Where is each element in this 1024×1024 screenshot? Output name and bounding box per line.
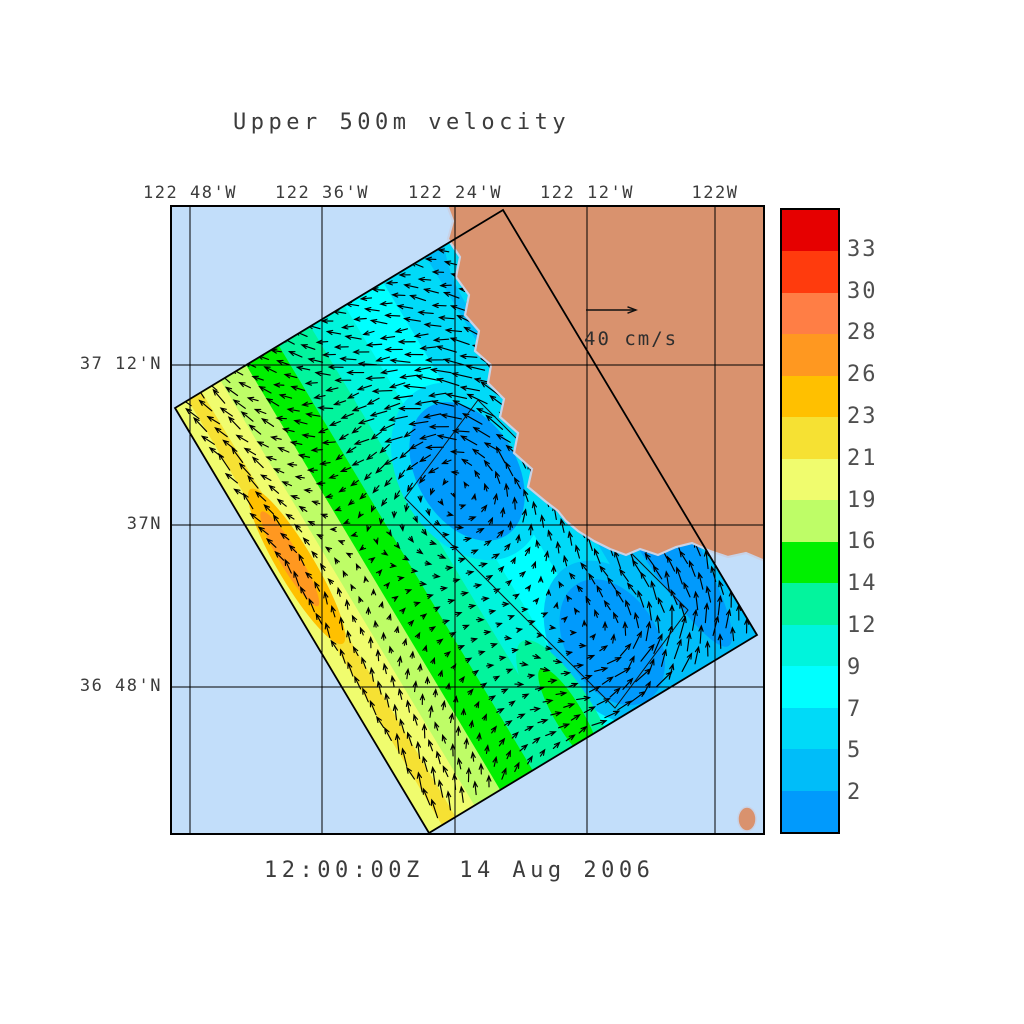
colorbar-tick-label: 33 — [847, 236, 878, 262]
colorbar-band — [782, 334, 838, 376]
colorbar-band — [782, 417, 838, 459]
lat-tick-label: 36 48'N — [79, 676, 162, 696]
speed-band — [175, 393, 445, 833]
colorbar-tick-label: 30 — [847, 278, 878, 304]
colorbar-tick-label: 23 — [847, 404, 878, 429]
colorbar-band — [782, 790, 838, 833]
colorbar-band — [782, 500, 838, 542]
colorbar-band — [782, 458, 838, 501]
colorbar-tick-label: 5 — [847, 738, 863, 764]
speed-colorbar — [780, 208, 840, 834]
colorbar-tick-label: 14 — [847, 571, 878, 597]
colorbar-band — [782, 707, 838, 750]
colorbar-tick-label: 2 — [847, 780, 863, 806]
colorbar-band — [782, 583, 838, 625]
colorbar-tick-label: 19 — [847, 487, 878, 513]
valid-time-label: 12:00:00Z 14 Aug 2006 — [264, 858, 655, 883]
colorbar-band — [782, 375, 838, 418]
colorbar-tick-label: 16 — [847, 529, 878, 555]
colorbar-band — [782, 749, 838, 791]
plot-title: Upper 500m velocity — [233, 110, 571, 135]
colorbar-tick-label: 12 — [847, 613, 878, 638]
speed-colorbar-labels: 33 30 28 26 23 21 19 16 14 12 9 7 5 2 — [847, 208, 917, 835]
colorbar-tick-label: 21 — [847, 445, 878, 471]
lon-tick-label: 122 36'W — [275, 183, 369, 203]
colorbar-tick-label: 26 — [847, 362, 878, 388]
colorbar-tick-label: 28 — [847, 320, 878, 346]
colorbar-band — [782, 251, 838, 293]
lon-tick-label: 122 12'W — [540, 183, 634, 203]
speed-patch — [559, 579, 665, 706]
lat-tick-label: 37 12'N — [79, 354, 162, 374]
colorbar-band — [782, 624, 838, 667]
colorbar-band — [782, 541, 838, 584]
lon-tick-label: 122 24'W — [408, 183, 502, 203]
lon-tick-label: 122W — [691, 183, 739, 203]
velocity-map — [170, 205, 765, 835]
islet — [737, 806, 757, 832]
coastline — [445, 205, 765, 563]
speed-patch — [409, 402, 525, 541]
colorbar-tick-label: 7 — [847, 696, 863, 722]
colorbar-band — [782, 666, 838, 708]
map-frame — [170, 205, 765, 835]
colorbar-band — [782, 210, 838, 252]
scale-vector-label: 40 cm/s — [584, 328, 679, 350]
scale-vector-arrowhead — [627, 306, 638, 314]
colorbar-tick-label: 9 — [847, 654, 863, 680]
lon-tick-label: 122 48'W — [143, 183, 237, 203]
inner-survey-box — [404, 399, 689, 709]
speed-patch — [260, 511, 320, 607]
lat-tick-label: 37N — [126, 514, 162, 534]
colorbar-band — [782, 292, 838, 335]
